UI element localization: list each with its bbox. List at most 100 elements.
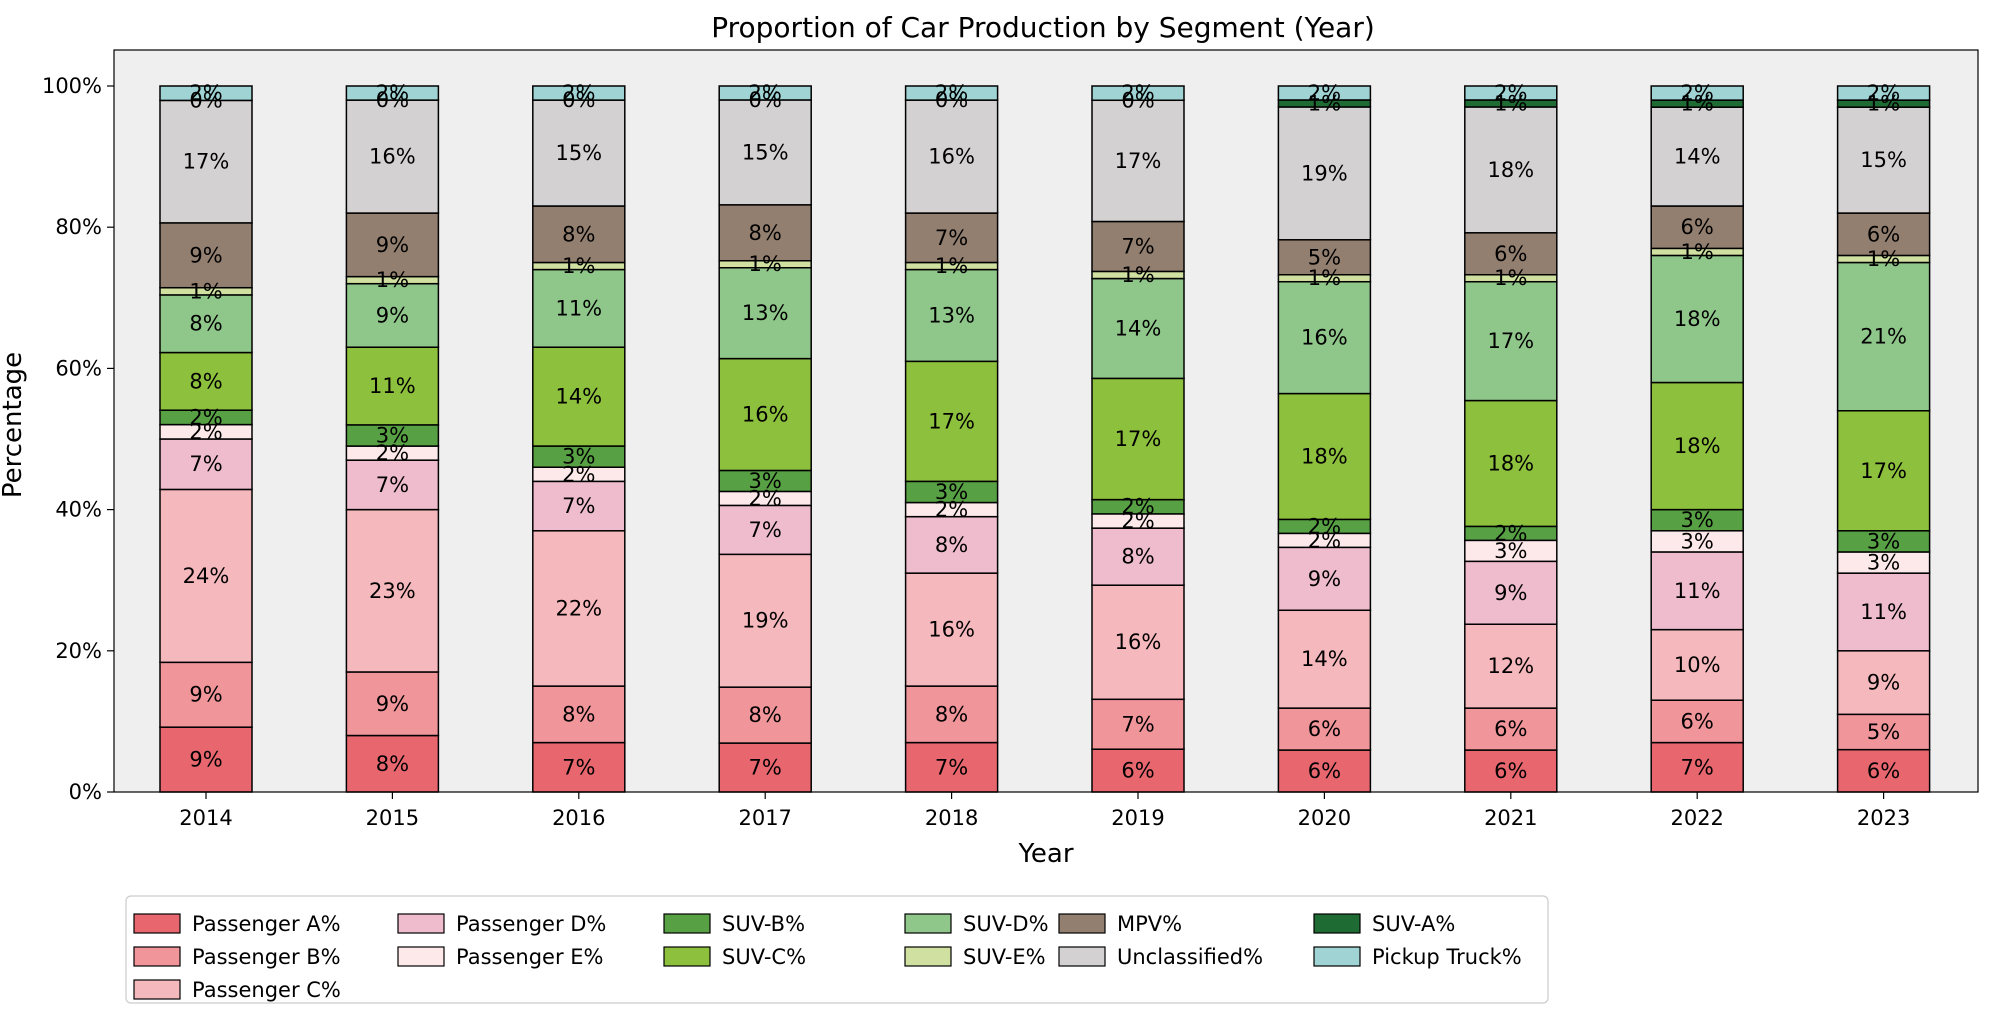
data-label: 18%: [1301, 444, 1348, 468]
data-label: 2%: [1121, 509, 1154, 533]
data-label: 1%: [749, 252, 782, 276]
data-label: 2%: [749, 486, 782, 510]
data-label: 13%: [742, 301, 789, 325]
data-label: 11%: [369, 374, 416, 398]
data-label: 1%: [1494, 91, 1527, 115]
legend-swatch: [1313, 946, 1361, 967]
legend-swatch: [133, 946, 181, 967]
bar-segment: [1650, 381, 1744, 511]
bar-segment: [904, 515, 999, 574]
bar-segment: [159, 726, 253, 793]
data-label: 9%: [189, 748, 222, 772]
data-label: 6%: [1494, 242, 1527, 266]
x-tick-label: 2018: [925, 806, 978, 830]
legend-swatch: [133, 979, 181, 1000]
bar-segment: [718, 357, 812, 472]
data-label: 3%: [1681, 508, 1714, 532]
bar-segment: [904, 85, 999, 101]
data-label: 17%: [1115, 149, 1162, 173]
bar-segment: [1836, 572, 1931, 652]
data-label: 8%: [189, 312, 222, 336]
data-label: 2%: [189, 81, 222, 105]
data-label: 2%: [1121, 81, 1154, 105]
data-label: 7%: [189, 452, 222, 476]
data-label: 1%: [562, 254, 595, 278]
bar-segment: [1091, 377, 1185, 501]
data-label: 8%: [1121, 545, 1154, 569]
data-label: 7%: [562, 494, 595, 518]
data-label: 3%: [935, 480, 968, 504]
data-label: 6%: [1867, 759, 1900, 783]
bar-segment: [532, 268, 626, 348]
data-label: 14%: [555, 385, 602, 409]
data-label: 7%: [935, 755, 968, 779]
bar-segment: [904, 572, 999, 687]
y-tick-label: 0%: [69, 780, 102, 804]
bar-segment: [904, 741, 999, 793]
bar-segment: [1464, 399, 1558, 528]
data-label: 14%: [1115, 316, 1162, 340]
data-label: 14%: [1674, 145, 1721, 169]
data-label: 22%: [555, 596, 602, 620]
data-label: 5%: [1867, 720, 1900, 744]
bar-segment: [1464, 106, 1558, 234]
bar-segment: [1650, 205, 1744, 250]
data-label: 1%: [1121, 263, 1154, 287]
bar-segment: [1836, 713, 1931, 751]
y-tick-label: 40%: [55, 498, 102, 522]
bar-segment: [904, 99, 999, 214]
bar-segment: [1277, 280, 1372, 395]
x-axis-label: Year: [1017, 839, 1073, 869]
legend-label: Passenger B%: [192, 945, 341, 969]
legend-label: Unclassified%: [1117, 945, 1263, 969]
data-label: 2%: [189, 420, 222, 444]
legend-label: SUV-E%: [963, 945, 1046, 969]
bar-segment: [904, 212, 999, 264]
legend-swatch: [1313, 913, 1361, 934]
bar-segment: [1277, 546, 1372, 612]
bar-segment: [532, 530, 626, 687]
data-label: 0%: [562, 88, 595, 112]
bar-segment: [532, 741, 626, 793]
data-label: 16%: [928, 145, 975, 169]
legend-swatch: [904, 946, 952, 967]
legend-label: Passenger D%: [456, 912, 606, 936]
data-label: 17%: [1115, 427, 1162, 451]
legend-swatch: [1058, 913, 1106, 934]
bar-segment: [1464, 623, 1558, 709]
data-label: 15%: [1860, 148, 1907, 172]
data-label: 1%: [1494, 266, 1527, 290]
data-label: 19%: [1301, 161, 1348, 185]
bar-segment: [718, 742, 812, 793]
data-label: 9%: [376, 233, 409, 257]
bar-segment: [1277, 392, 1372, 521]
legend-swatch: [663, 913, 711, 934]
bar-segment: [1836, 261, 1931, 412]
data-label: 6%: [1121, 759, 1154, 783]
data-label: 16%: [369, 145, 416, 169]
legend-label: Passenger C%: [192, 978, 341, 1002]
data-label: 9%: [1308, 567, 1341, 591]
data-label: 2%: [1308, 528, 1341, 552]
data-label: 17%: [928, 409, 975, 433]
legend-label: MPV%: [1117, 912, 1182, 936]
data-label: 9%: [1867, 671, 1900, 695]
bar-segment: [345, 99, 440, 214]
data-labels-layer: 9%9%24%7%2%2%8%8%1%9%17%0%2%8%9%23%7%2%3…: [183, 81, 1907, 783]
data-label: 2%: [189, 405, 222, 429]
bar-segment: [532, 205, 626, 264]
data-label: 1%: [1867, 247, 1900, 271]
x-tick-label: 2022: [1670, 806, 1723, 830]
data-label: 0%: [189, 88, 222, 112]
bar-segment: [532, 480, 626, 532]
data-label: 16%: [928, 618, 975, 642]
bar-segment: [1091, 85, 1185, 102]
data-label: 9%: [376, 692, 409, 716]
bar-segment: [1836, 85, 1931, 101]
data-label: 0%: [749, 88, 782, 112]
bar-segment: [718, 266, 812, 360]
data-label: 1%: [1681, 240, 1714, 264]
bar-segment: [1091, 99, 1185, 223]
data-label: 16%: [1115, 630, 1162, 654]
bar-segment: [1277, 749, 1372, 793]
